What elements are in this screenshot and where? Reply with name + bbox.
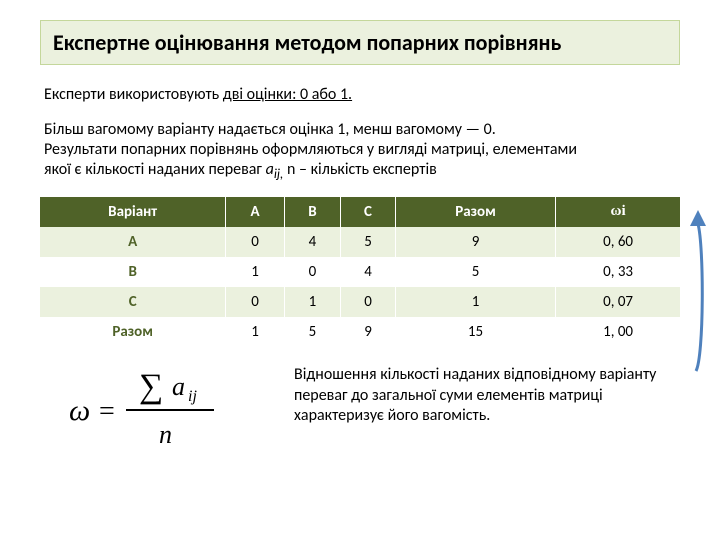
table-cell: 5: [341, 227, 396, 257]
desc-a-sub: ij,: [274, 165, 284, 182]
svg-text:a: a: [172, 372, 185, 401]
row-label: Разом: [40, 317, 226, 347]
table-cell: 0, 33: [556, 257, 680, 287]
page-title: Експертне оцінювання методом попарних по…: [40, 20, 680, 65]
svg-text:n: n: [159, 420, 172, 449]
table-row: Разом159151, 00: [40, 317, 680, 347]
description: Більш вагомому варіанту надається оцінка…: [40, 120, 680, 183]
table-cell: 4: [284, 227, 340, 257]
table-cell: 4: [341, 257, 396, 287]
table-cell: 0: [341, 287, 396, 317]
desc-line-3-pre: якої є кількості наданих переваг: [44, 160, 266, 179]
svg-text:ij: ij: [188, 388, 197, 405]
formula: ω = ∑ a ij n: [44, 365, 264, 455]
table-cell: 9: [395, 227, 555, 257]
table-cell: 15: [395, 317, 555, 347]
subtitle: Експерти використовують дві оцінки: 0 аб…: [40, 85, 680, 104]
col-omega: ωі: [556, 197, 680, 227]
row-label: A: [40, 227, 226, 257]
row-label: С: [40, 287, 226, 317]
col-b: B: [284, 197, 340, 227]
table-cell: 1: [226, 317, 284, 347]
table-cell: 0, 07: [556, 287, 680, 317]
col-total: Разом: [395, 197, 555, 227]
row-label: В: [40, 257, 226, 287]
bottom-section: ω = ∑ a ij n Відношення кількості надани…: [40, 365, 680, 455]
table-row: В10450, 33: [40, 257, 680, 287]
col-c: C: [341, 197, 396, 227]
table-cell: 0: [284, 257, 340, 287]
desc-line-1: Більш вагомому варіанту надається оцінка…: [44, 120, 496, 139]
table-cell: 1: [226, 257, 284, 287]
svg-text:∑: ∑: [139, 368, 163, 405]
table-cell: 5: [395, 257, 555, 287]
table-cell: 1, 00: [556, 317, 680, 347]
feedback-arrow-icon: [684, 206, 708, 376]
table-row: A04590, 60: [40, 227, 680, 257]
desc-a: a: [266, 160, 274, 179]
note-text: Відношення кількості наданих відповідном…: [294, 365, 676, 427]
table-cell: 1: [284, 287, 340, 317]
desc-line-3-post: n – кількість експертів: [283, 160, 436, 179]
table-cell: 1: [395, 287, 555, 317]
subtitle-text: Експерти використовують: [44, 85, 223, 104]
table-cell: 5: [284, 317, 340, 347]
col-variant: Варіант: [40, 197, 226, 227]
svg-text:=: =: [99, 396, 115, 427]
table-row: С01010, 07: [40, 287, 680, 317]
table-header-row: Варіант A B C Разом ωі: [40, 197, 680, 227]
col-a: A: [226, 197, 284, 227]
table-cell: 0, 60: [556, 227, 680, 257]
desc-line-2: Результати попарних порівнянь оформляють…: [44, 140, 577, 159]
table-cell: 0: [226, 287, 284, 317]
comparison-table: Варіант A B C Разом ωі A04590, 60В10450,…: [40, 197, 680, 347]
table-cell: 9: [341, 317, 396, 347]
table-cell: 0: [226, 227, 284, 257]
subtitle-underline: дві оцінки: 0 або 1.: [223, 85, 352, 104]
svg-text:ω: ω: [69, 394, 90, 427]
